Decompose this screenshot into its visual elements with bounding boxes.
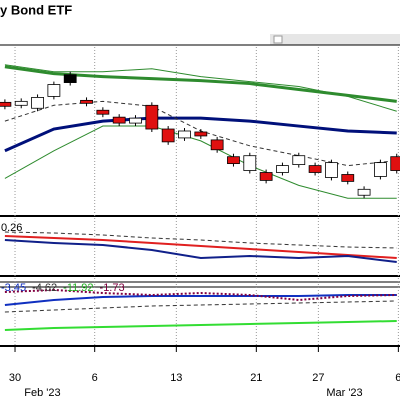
- x-tick-label: 27: [312, 372, 324, 384]
- x-tick-label: 30: [9, 372, 21, 384]
- candle-body: [112, 116, 126, 124]
- x-tick-label: 6: [395, 372, 400, 384]
- candle-body: [14, 100, 28, 106]
- indicator-line: [4, 235, 397, 259]
- readout-label: -11.92: [63, 282, 93, 294]
- candle-body: [357, 188, 371, 196]
- month-label: Mar '23: [326, 387, 362, 399]
- indicator-line: [4, 231, 397, 249]
- indicator-line: [4, 116, 397, 153]
- candle-body: [194, 131, 208, 137]
- candle-body: [390, 156, 400, 171]
- candle-body: [308, 165, 322, 173]
- candle-body: [145, 104, 159, 130]
- x-tick-label: 6: [92, 372, 98, 384]
- indicator-line: [4, 288, 397, 302]
- candle-body: [161, 128, 175, 143]
- indicator-line: [4, 125, 397, 199]
- chart-title: y Bond ETF: [0, 2, 72, 17]
- toolbar-button[interactable]: [273, 35, 283, 44]
- candle-body: [63, 74, 77, 83]
- candle-body: [96, 109, 110, 115]
- candle-body: [31, 97, 44, 109]
- month-label: Feb '23: [24, 387, 60, 399]
- candle-body: [0, 101, 12, 107]
- candle-body: [276, 165, 289, 173]
- indicator-line: [4, 320, 397, 331]
- candle-body: [47, 84, 61, 97]
- indicator-line: [4, 300, 397, 313]
- candle-body: [210, 139, 224, 151]
- toolbar: [270, 34, 400, 45]
- readout-label: -3.45: [1, 282, 26, 294]
- indicator-line: [4, 239, 397, 263]
- x-tick-label: 13: [170, 372, 182, 384]
- indicator-line: [4, 294, 397, 306]
- candle-body: [325, 162, 338, 178]
- candle-body: [129, 117, 142, 124]
- readout-label: -4.62: [32, 282, 57, 294]
- candle-body: [227, 156, 240, 165]
- candle-body: [341, 174, 355, 182]
- candle-body: [259, 172, 273, 181]
- candle-body: [178, 130, 191, 139]
- plot-layer: 30 6 13 21 27 6 Feb '23 Mar '23 0.26 -3.45 -4.62 -1…: [0, 47, 400, 399]
- readout-label: 0.26: [1, 222, 22, 234]
- candle-body: [243, 155, 257, 171]
- candle-body: [292, 155, 306, 166]
- candle-body: [80, 99, 93, 104]
- candle-body: [374, 162, 387, 177]
- readout-label: -1.73: [100, 282, 125, 294]
- x-tick-label: 21: [250, 372, 262, 384]
